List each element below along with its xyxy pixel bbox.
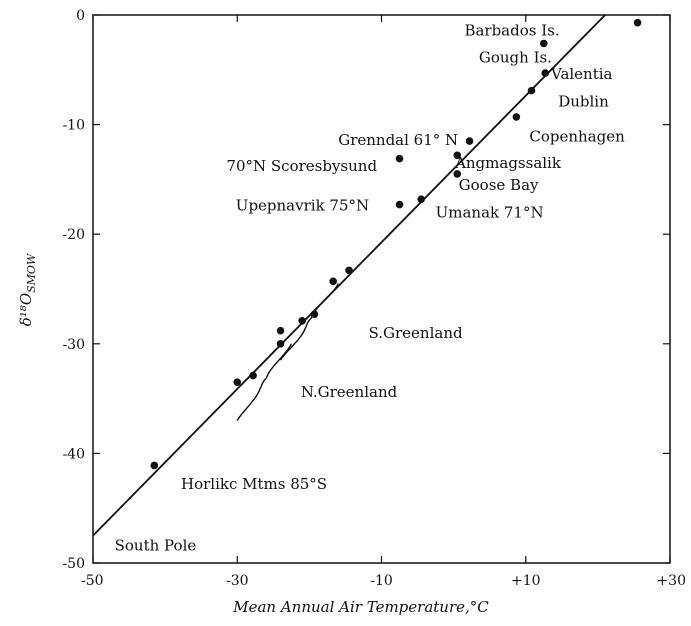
station-label: N.Greenland <box>301 383 398 401</box>
x-axis-title: Mean Annual Air Temperature,°C <box>232 598 489 616</box>
data-point <box>276 340 285 348</box>
data-point <box>512 113 521 121</box>
station-label: Horlikc Mtms 85°S <box>181 475 327 493</box>
y-tick-label: -20 <box>62 227 85 243</box>
y-tick-label: -40 <box>62 446 85 462</box>
station-label: Angmagssalik <box>454 154 562 172</box>
x-tick-label: -10 <box>370 573 393 589</box>
y-tick-label: -50 <box>62 556 85 572</box>
greenland-bracket <box>236 343 292 421</box>
data-point <box>395 200 404 209</box>
station-label: Grenndal 61° N <box>338 131 458 149</box>
x-tick-label: -30 <box>226 573 249 589</box>
y-tick-label: -30 <box>62 337 85 353</box>
data-point <box>150 461 159 470</box>
data-point <box>329 277 337 286</box>
data-point <box>453 151 462 160</box>
station-label: Valentia <box>550 65 613 83</box>
x-tick-label: +30 <box>656 573 686 589</box>
axes-group: -50 -30 -10 +10 +30 0 -10 -20 -30 -40 -50 <box>62 8 686 589</box>
data-point <box>541 69 550 77</box>
regression-line <box>92 14 606 537</box>
data-point <box>417 195 425 203</box>
regression-line-group <box>92 14 606 537</box>
station-label: Goose Bay <box>459 176 539 194</box>
data-point <box>233 378 242 386</box>
y-tick-label: -10 <box>62 118 85 134</box>
station-label: Dublin <box>558 93 609 111</box>
points-group <box>150 18 642 470</box>
brackets-group <box>236 283 339 421</box>
station-label: S.Greenland <box>369 324 463 342</box>
data-point <box>310 310 319 319</box>
station-label: South Pole <box>115 536 197 554</box>
data-point <box>345 266 353 275</box>
data-point <box>453 170 462 178</box>
station-label: Barbados Is. <box>464 21 559 39</box>
greenland-bracket <box>279 283 339 361</box>
data-point <box>249 371 257 380</box>
data-point <box>465 137 474 145</box>
data-point <box>298 316 306 325</box>
data-point <box>633 18 642 27</box>
x-tick-label: +10 <box>511 573 541 589</box>
y-axis-title-main: δ¹⁸O <box>17 293 35 326</box>
data-point <box>276 326 285 335</box>
station-label: Umanak 71°N <box>436 203 544 221</box>
labels-group: Barbados Is. Gough Is.Valentia Dublin Copen… <box>115 21 625 554</box>
data-point <box>539 39 548 48</box>
station-label: Upepnavrik 75°N <box>236 197 369 215</box>
data-point <box>527 86 536 95</box>
y-tick-label: 0 <box>76 8 85 24</box>
x-tick-label: -50 <box>81 573 104 589</box>
data-point <box>395 154 404 163</box>
station-label: Gough Is. <box>479 49 552 67</box>
y-axis-title-sub: SMOW <box>25 252 38 293</box>
station-label: Copenhagen <box>529 128 625 146</box>
station-label: 70°N Scoresbysund <box>226 157 377 175</box>
y-axis-title: δ¹⁸OSMOW <box>17 252 38 326</box>
